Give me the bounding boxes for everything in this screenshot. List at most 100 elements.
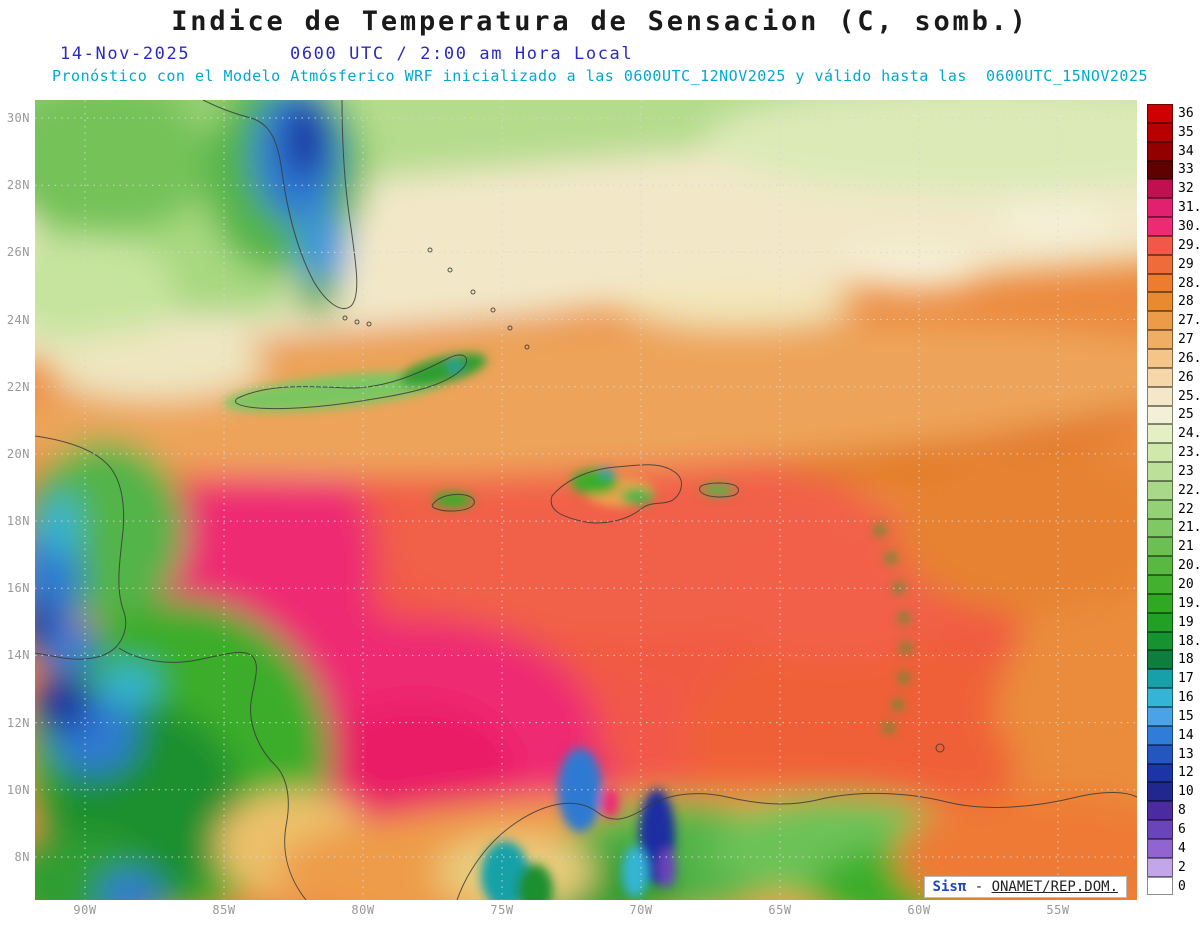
legend-value-label: 31.5 (1178, 200, 1200, 216)
legend-swatch (1147, 518, 1173, 538)
legend-value-label: 0 (1178, 878, 1186, 894)
legend-value-label: 26.5 (1178, 350, 1200, 366)
legend-swatch (1147, 122, 1173, 142)
legend-swatch (1147, 612, 1173, 632)
legend-swatch (1147, 801, 1173, 821)
legend-swatch (1147, 179, 1173, 199)
legend-entry: 34 (1147, 141, 1200, 161)
legend-swatch (1147, 292, 1173, 312)
legend-swatch (1147, 593, 1173, 613)
watermark-source: ONAMET/REP.DOM. (991, 879, 1118, 895)
forecast-datetime-row: 14-Nov-2025 0600 UTC / 2:00 am Hora Loca… (0, 44, 1200, 64)
legend-swatch (1147, 782, 1173, 802)
legend-swatch (1147, 838, 1173, 858)
legend-swatch (1147, 537, 1173, 557)
legend-value-label: 27 (1178, 332, 1194, 348)
legend-value-label: 18 (1178, 652, 1194, 668)
legend-value-label: 22.5 (1178, 482, 1200, 498)
watermark-separator: - (966, 879, 992, 895)
legend-swatch (1147, 820, 1173, 839)
legend-swatch (1147, 650, 1173, 670)
lon-tick-label: 85W (212, 903, 236, 917)
legend-swatch (1147, 669, 1173, 689)
legend-value-label: 14 (1178, 727, 1194, 743)
legend-entry: 35 (1147, 122, 1200, 142)
legend-value-label: 25.5 (1178, 388, 1200, 404)
forecast-date: 14-Nov-2025 (60, 44, 191, 64)
lat-tick-label: 12N (6, 715, 30, 730)
legend-entry: 20 (1147, 575, 1200, 594)
legend-value-label: 34 (1178, 143, 1194, 159)
legend-value-label: 23 (1178, 463, 1194, 479)
legend-entry: 8 (1147, 801, 1200, 821)
legend-swatch (1147, 254, 1173, 274)
legend-value-label: 22 (1178, 501, 1194, 517)
page-title: Indice de Temperatura de Sensacion (C, s… (171, 6, 1029, 37)
legend-swatch (1147, 688, 1173, 707)
lon-tick-label: 70W (629, 903, 653, 917)
legend-swatch (1147, 330, 1173, 349)
legend-swatch (1147, 707, 1173, 726)
legend-entry: 26.5 (1147, 348, 1200, 368)
legend-entry: 27.5 (1147, 311, 1200, 331)
lat-tick-label: 18N (6, 514, 30, 529)
watermark: Sisπ - ONAMET/REP.DOM. (923, 876, 1127, 898)
legend-entry: 18 (1147, 650, 1200, 670)
model-init-info: Pronóstico con el Modelo Atmósferico WRF… (51, 67, 1149, 85)
legend-swatch (1147, 763, 1173, 783)
lat-tick-label: 16N (6, 581, 30, 596)
legend-swatch (1147, 235, 1173, 255)
legend-value-label: 18.5 (1178, 633, 1200, 649)
legend-entry: 16 (1147, 688, 1200, 707)
lon-tick-label: 65W (768, 903, 792, 917)
watermark-brand: Sisπ (932, 879, 967, 895)
legend-entry: 25.5 (1147, 386, 1200, 406)
legend-value-label: 28.5 (1178, 275, 1200, 291)
legend-entry: 19.5 (1147, 593, 1200, 613)
legend-value-label: 21.5 (1178, 520, 1200, 536)
legend-entry: 29 (1147, 254, 1200, 274)
legend-entry: 25 (1147, 405, 1200, 425)
legend-entry: 18.5 (1147, 631, 1200, 651)
legend-swatch (1147, 273, 1173, 293)
lat-tick-label: 30N (6, 111, 30, 125)
legend-entry: 28.5 (1147, 273, 1200, 293)
legend-value-label: 10 (1178, 784, 1194, 800)
legend-entry: 23 (1147, 462, 1200, 481)
lon-tick-label: 55W (1046, 903, 1070, 917)
forecast-local-time: 0600 UTC / 2:00 am Hora Local (290, 44, 634, 64)
legend-value-label: 24.5 (1178, 426, 1200, 442)
legend-entry: 21 (1147, 537, 1200, 557)
legend-value-label: 26 (1178, 369, 1194, 385)
legend-entry: 36 (1147, 104, 1200, 123)
legend-swatch (1147, 480, 1173, 500)
legend-value-label: 32 (1178, 181, 1194, 197)
legend-swatch (1147, 367, 1173, 387)
legend-value-label: 19 (1178, 614, 1194, 630)
map-canvas (35, 100, 1137, 900)
legend-entry: 33 (1147, 160, 1200, 180)
lat-tick-label: 22N (6, 379, 30, 394)
legend-entry: 22.5 (1147, 480, 1200, 500)
legend-swatch (1147, 217, 1173, 236)
legend-swatch (1147, 311, 1173, 331)
legend-entry: 14 (1147, 725, 1200, 745)
legend-value-label: 20 (1178, 577, 1194, 593)
legend-swatch (1147, 462, 1173, 481)
legend-value-label: 12 (1178, 765, 1194, 781)
legend-swatch (1147, 575, 1173, 594)
legend-entry: 23.5 (1147, 443, 1200, 463)
legend-swatch (1147, 499, 1173, 519)
legend-entry: 26 (1147, 367, 1200, 387)
legend-swatch (1147, 443, 1173, 463)
legend-value-label: 13 (1178, 746, 1194, 762)
legend-value-label: 17 (1178, 671, 1194, 687)
legend-entry: 28 (1147, 292, 1200, 312)
legend-entry: 24.5 (1147, 424, 1200, 444)
legend-value-label: 20.5 (1178, 558, 1200, 574)
legend-value-label: 25 (1178, 407, 1194, 423)
legend-entry: 31.5 (1147, 198, 1200, 218)
legend-value-label: 8 (1178, 803, 1186, 819)
legend-entry: 32 (1147, 179, 1200, 199)
legend-swatch (1147, 876, 1173, 896)
